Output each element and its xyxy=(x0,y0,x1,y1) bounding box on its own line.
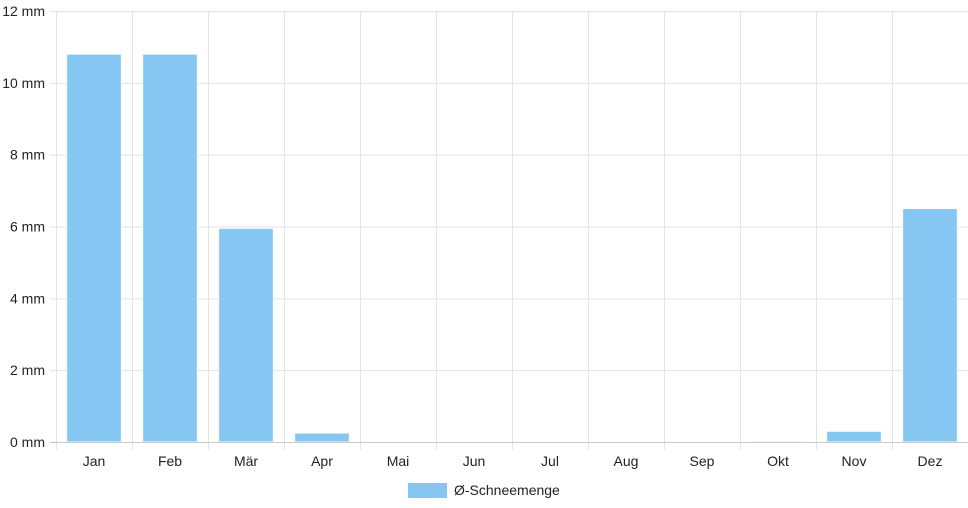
tick-labels: 0 mm 2 mm 4 mm 6 mm 8 mm 10 mm 12 mm Jan Feb Mär A… xyxy=(2,3,942,469)
y-tick-label: 6 mm xyxy=(10,219,45,235)
bar-nov[interactable] xyxy=(826,430,882,443)
y-tick-label: 10 mm xyxy=(2,75,45,91)
x-tick-label: Mai xyxy=(387,453,410,469)
x-tick-label: Sep xyxy=(690,453,715,469)
x-tick-label: Aug xyxy=(614,453,639,469)
y-tick-label: 2 mm xyxy=(10,362,45,378)
bar-jan[interactable] xyxy=(66,53,122,443)
bar-apr[interactable] xyxy=(294,432,350,443)
bar-mär[interactable] xyxy=(218,227,274,443)
x-tick-label: Jul xyxy=(541,453,559,469)
bar-okt[interactable] xyxy=(750,440,806,443)
y-tick-label: 0 mm xyxy=(10,434,45,450)
x-tick-label: Mär xyxy=(234,453,258,469)
y-tick-label: 12 mm xyxy=(2,3,45,19)
legend-label[interactable]: Ø-Schneemenge xyxy=(454,482,560,498)
y-tick-label: 4 mm xyxy=(10,290,45,306)
legend[interactable]: Ø-Schneemenge xyxy=(408,482,560,498)
x-tick-label: Nov xyxy=(842,453,867,469)
x-tick-label: Feb xyxy=(158,453,182,469)
x-tick-label: Apr xyxy=(311,453,333,469)
x-tick-label: Okt xyxy=(767,453,789,469)
bar-dez[interactable] xyxy=(902,208,958,443)
grid-lines xyxy=(50,11,968,450)
bars xyxy=(66,53,958,443)
bar-feb[interactable] xyxy=(142,53,198,443)
x-tick-label: Jun xyxy=(463,453,486,469)
legend-swatch[interactable] xyxy=(408,483,447,498)
y-tick-label: 8 mm xyxy=(10,147,45,163)
x-tick-label: Dez xyxy=(918,453,943,469)
x-tick-label: Jan xyxy=(83,453,106,469)
